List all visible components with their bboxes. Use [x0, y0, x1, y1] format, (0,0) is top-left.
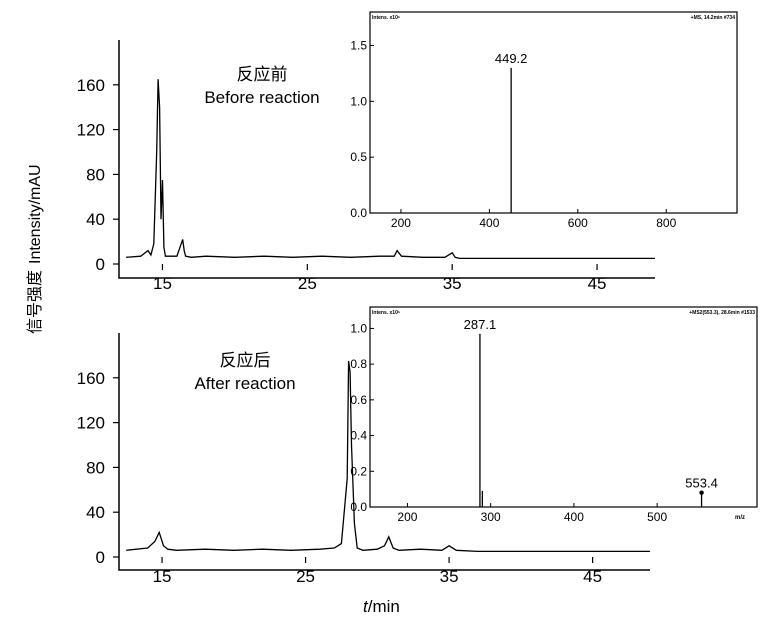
top-inset-y-tick-label-2: 1.0 [350, 94, 367, 108]
bottom-inset-y-tick-label-0: 0.0 [350, 500, 367, 514]
bottom-chromatogram-y-tick-label-1: 40 [86, 503, 105, 522]
top-chromatogram-y-ticks: 0 40 80 120 160 [77, 76, 119, 274]
bottom-inset-header-left: Intens. x10⁵ [372, 310, 401, 316]
top-inset-x-tick-label-2: 600 [568, 216, 588, 230]
top-chromatogram-y-tick-label-3: 120 [77, 121, 105, 140]
top-chromatogram-y-tick-label-2: 80 [86, 165, 105, 184]
bottom-chromatogram-y-tick-label-4: 160 [77, 369, 105, 388]
bottom-chromatogram-x-tick-label-2: 35 [440, 567, 459, 586]
bottom-inset-x-tick-label-2: 400 [564, 510, 584, 524]
top-chromatogram-y-tick-label-4: 160 [77, 76, 105, 95]
top-inset-header-right: +MS, 14.2min #734 [691, 15, 736, 21]
bottom-chromatogram-y-tick-label-0: 0 [96, 548, 105, 567]
bottom-chromatogram-y-tick-label-2: 80 [86, 458, 105, 477]
top-chromatogram-x-tick-label-0: 15 [153, 274, 172, 293]
top-inset-y-tick-label-1: 0.5 [350, 150, 367, 164]
top-chromatogram-title-english: Before reaction [204, 88, 319, 107]
top-inset-frame [370, 12, 737, 213]
top-chromatogram-y-tick-label-1: 40 [86, 210, 105, 229]
bottom-mass-spectrum-inset: Intens. x10⁵ +MS2(553.3), 28.6min #1533 … [350, 307, 757, 524]
top-chromatogram-y-tick-label-0: 0 [96, 255, 105, 274]
bottom-inset-x-tick-label-3: 500 [647, 510, 667, 524]
y-axis-label-chinese: 信号强度 [26, 270, 44, 334]
bottom-inset-x-tick-label-0: 200 [397, 510, 417, 524]
bottom-inset-x-tick-label-1: 300 [481, 510, 501, 524]
top-inset-header-left: Intens. x10⁵ [372, 15, 401, 21]
bottom-inset-y-tick-label-2: 0.4 [350, 429, 367, 443]
top-chromatogram-x-tick-label-1: 25 [298, 274, 317, 293]
bottom-inset-peak-label-0: 287.1 [464, 317, 497, 332]
bottom-inset-peak-marker [699, 491, 703, 495]
bottom-inset-y-tick-label-4: 0.8 [350, 357, 367, 371]
bottom-chromatogram-x-tick-label-0: 15 [153, 567, 172, 586]
y-axis-label-english: Intensity/mAU [27, 164, 44, 264]
bottom-chromatogram-title-chinese: 反应后 [220, 351, 271, 370]
top-inset-peak-label-0: 449.2 [495, 51, 528, 66]
top-inset-y-tick-label-3: 1.5 [350, 39, 367, 53]
x-axis-label-unit: /min [368, 597, 400, 616]
bottom-inset-y-tick-label-1: 0.2 [350, 464, 367, 478]
top-chromatogram-x-tick-label-2: 35 [443, 274, 462, 293]
bottom-inset-x-unit: m/z [735, 515, 745, 521]
bottom-chromatogram-x-tick-label-1: 25 [296, 567, 315, 586]
bottom-inset-header-right: +MS2(553.3), 28.6min #1533 [689, 310, 755, 316]
bottom-inset-y-tick-label-5: 1.0 [350, 321, 367, 335]
top-chromatogram-title-chinese: 反应前 [237, 65, 288, 84]
bottom-inset-peak-label-2: 553.4 [685, 476, 718, 491]
bottom-chromatogram-y-ticks: 0 40 80 120 160 [77, 369, 119, 567]
top-inset-x-tick-label-0: 200 [391, 216, 411, 230]
top-mass-spectrum-inset: Intens. x10⁵ +MS, 14.2min #734 0.0 0.5 1.0… [350, 12, 737, 230]
bottom-inset-y-tick-label-3: 0.6 [350, 393, 367, 407]
x-axis-label: t/min [363, 597, 400, 616]
bottom-chromatogram-y-tick-label-3: 120 [77, 414, 105, 433]
bottom-chromatogram-x-tick-label-3: 45 [583, 567, 602, 586]
top-inset-x-tick-label-3: 800 [656, 216, 676, 230]
bottom-chromatogram-x-ticks: 15 25 35 45 [153, 557, 602, 586]
top-inset-y-tick-label-0: 0.0 [350, 206, 367, 220]
top-inset-x-tick-label-1: 400 [479, 216, 499, 230]
bottom-chromatogram-title-english: After reaction [194, 374, 295, 393]
top-chromatogram-x-tick-label-3: 45 [588, 274, 607, 293]
